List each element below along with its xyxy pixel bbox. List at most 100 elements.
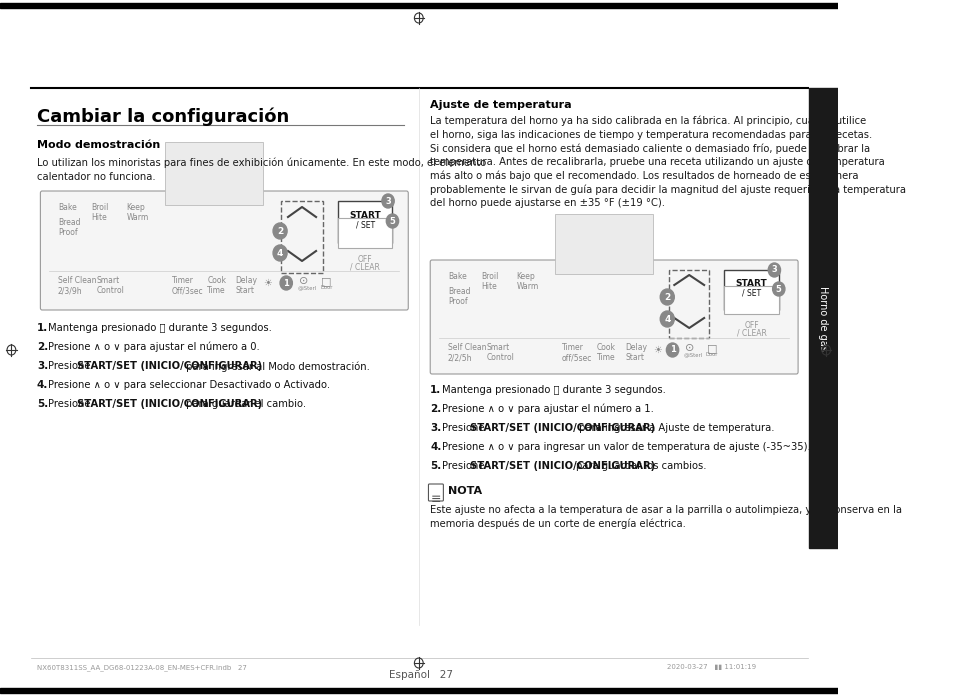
Text: 2.: 2. — [430, 404, 441, 414]
Circle shape — [772, 282, 784, 296]
Circle shape — [381, 194, 394, 208]
Bar — [337, 201, 392, 243]
Text: Door: Door — [320, 285, 333, 290]
Text: / SET: / SET — [741, 288, 760, 297]
FancyBboxPatch shape — [40, 191, 408, 310]
Bar — [0, 3, 837, 8]
Text: ≡: ≡ — [430, 493, 440, 506]
Text: Presione: Presione — [49, 399, 93, 409]
Bar — [0, 688, 837, 693]
Text: ⊙: ⊙ — [298, 276, 308, 286]
Text: @iSterl: @iSterl — [297, 285, 316, 290]
Text: 3: 3 — [771, 266, 777, 275]
Text: 5: 5 — [775, 284, 781, 294]
Circle shape — [767, 263, 780, 277]
Text: Presione ∧ o ∨ para ajustar el número a 0.: Presione ∧ o ∨ para ajustar el número a … — [49, 342, 260, 352]
Text: ☀: ☀ — [263, 278, 272, 288]
Text: 4: 4 — [276, 249, 283, 257]
Text: 1.: 1. — [37, 323, 48, 333]
Text: START/SET (INICIO/CONFIGURAR): START/SET (INICIO/CONFIGURAR) — [470, 423, 655, 433]
Text: 2020-03-27   ▮▮ 11:01:19: 2020-03-27 ▮▮ 11:01:19 — [666, 664, 756, 670]
Text: Timer
Off/3sec: Timer Off/3sec — [172, 276, 204, 296]
Text: Delay
Start: Delay Start — [235, 276, 257, 296]
Text: OFF: OFF — [743, 321, 758, 330]
Circle shape — [273, 223, 287, 239]
Text: START/SET (INICIO/CONFIGURAR): START/SET (INICIO/CONFIGURAR) — [77, 399, 262, 409]
Text: / CLEAR: / CLEAR — [350, 263, 380, 272]
FancyBboxPatch shape — [430, 260, 798, 374]
Circle shape — [666, 343, 678, 357]
Text: La temperatura del horno ya ha sido calibrada en la fábrica. Al principio, cuand: La temperatura del horno ya ha sido cali… — [430, 116, 905, 208]
Text: 2.: 2. — [37, 342, 48, 352]
Text: Self Clean
2/3/9h: Self Clean 2/3/9h — [58, 276, 96, 296]
Text: Ajuste de temperatura: Ajuste de temperatura — [430, 100, 571, 110]
Text: START/SET (INICIO/CONFIGURAR): START/SET (INICIO/CONFIGURAR) — [470, 461, 655, 471]
Text: NX60T8311SS_AA_DG68-01223A-08_EN-MES+CFR.indb   27: NX60T8311SS_AA_DG68-01223A-08_EN-MES+CFR… — [37, 664, 247, 671]
Text: ☀: ☀ — [653, 345, 661, 355]
Bar — [808, 88, 837, 548]
Text: Bread
Proof: Bread Proof — [58, 218, 80, 238]
Text: Modo demostración: Modo demostración — [37, 140, 160, 150]
Text: Este ajuste no afecta a la temperatura de asar a la parrilla o autolimpieza, y s: Este ajuste no afecta a la temperatura d… — [430, 505, 902, 529]
Text: / CLEAR: / CLEAR — [736, 329, 765, 338]
Text: □: □ — [706, 343, 717, 353]
Text: Timer
off/5sec: Timer off/5sec — [561, 343, 592, 362]
Text: 1: 1 — [283, 278, 289, 287]
Text: Cook
Time: Cook Time — [207, 276, 226, 296]
Text: 5.: 5. — [430, 461, 441, 471]
Text: / SET: / SET — [355, 220, 375, 229]
Text: para guardar el cambio.: para guardar el cambio. — [183, 399, 306, 409]
Text: 2: 2 — [663, 292, 670, 301]
Text: Smart
Control: Smart Control — [96, 276, 124, 296]
Text: para ingresar al Modo demostración.: para ingresar al Modo demostración. — [183, 361, 369, 371]
Text: Smart
Control: Smart Control — [486, 343, 514, 362]
Text: Bake: Bake — [447, 272, 466, 281]
Text: Mantenga presionado ⓨ durante 3 segundos.: Mantenga presionado ⓨ durante 3 segundos… — [441, 385, 665, 395]
Bar — [337, 218, 392, 248]
Text: Keep
Warm: Keep Warm — [127, 203, 149, 222]
Text: Cook
Time: Cook Time — [597, 343, 616, 362]
Text: Delay
Start: Delay Start — [624, 343, 646, 362]
Circle shape — [659, 311, 674, 327]
Text: NOTA: NOTA — [447, 486, 481, 496]
Text: Presione: Presione — [49, 361, 93, 371]
Text: 4: 4 — [663, 315, 670, 324]
Bar — [723, 270, 778, 310]
Text: □: □ — [321, 276, 332, 286]
Text: 3: 3 — [385, 196, 391, 206]
FancyBboxPatch shape — [428, 484, 443, 501]
Text: 5: 5 — [389, 217, 395, 226]
Text: 1.: 1. — [430, 385, 441, 395]
Text: Presione ∧ o ∨ para ajustar el número a 1.: Presione ∧ o ∨ para ajustar el número a … — [441, 404, 653, 415]
Text: 4.: 4. — [37, 380, 49, 390]
Bar — [723, 286, 778, 314]
Text: START: START — [349, 211, 380, 220]
Circle shape — [273, 245, 287, 261]
Text: para ingresar a Ajuste de temperatura.: para ingresar a Ajuste de temperatura. — [576, 423, 774, 433]
Text: Broil
Hite: Broil Hite — [91, 203, 109, 222]
Text: Bake: Bake — [58, 203, 76, 212]
Text: Cambiar la configuración: Cambiar la configuración — [37, 108, 289, 127]
Bar — [281, 201, 323, 273]
Text: Horno de gas: Horno de gas — [817, 286, 827, 350]
Circle shape — [280, 276, 292, 290]
Text: OFF: OFF — [357, 255, 373, 264]
Text: Presione ∧ o ∨ para seleccionar Desactivado o Activado.: Presione ∧ o ∨ para seleccionar Desactiv… — [49, 380, 330, 390]
Text: 1: 1 — [669, 345, 675, 354]
Text: Bread
Proof: Bread Proof — [447, 287, 470, 306]
Text: 4.: 4. — [430, 442, 441, 452]
Text: @iSterl: @iSterl — [683, 352, 702, 357]
Text: Self Clean
2/2/5h: Self Clean 2/2/5h — [447, 343, 486, 362]
Text: 3.: 3. — [37, 361, 48, 371]
Text: Español   27: Español 27 — [389, 670, 453, 680]
Text: Broil
Hite: Broil Hite — [480, 272, 498, 291]
Circle shape — [386, 214, 398, 228]
Text: Presione ∧ o ∨ para ingresar un valor de temperatura de ajuste (-35~35).: Presione ∧ o ∨ para ingresar un valor de… — [441, 442, 809, 452]
Text: Lo utilizan los minoristas para fines de exhibición únicamente. En este modo, el: Lo utilizan los minoristas para fines de… — [37, 158, 486, 182]
Text: Presione: Presione — [441, 423, 487, 433]
Circle shape — [659, 289, 674, 305]
Text: para guardar los cambios.: para guardar los cambios. — [576, 461, 706, 471]
Text: Mantenga presionado ⓨ durante 3 segundos.: Mantenga presionado ⓨ durante 3 segundos… — [49, 323, 272, 333]
Text: START/SET (INICIO/CONFIGURAR): START/SET (INICIO/CONFIGURAR) — [77, 361, 262, 371]
Text: Presione: Presione — [441, 461, 487, 471]
